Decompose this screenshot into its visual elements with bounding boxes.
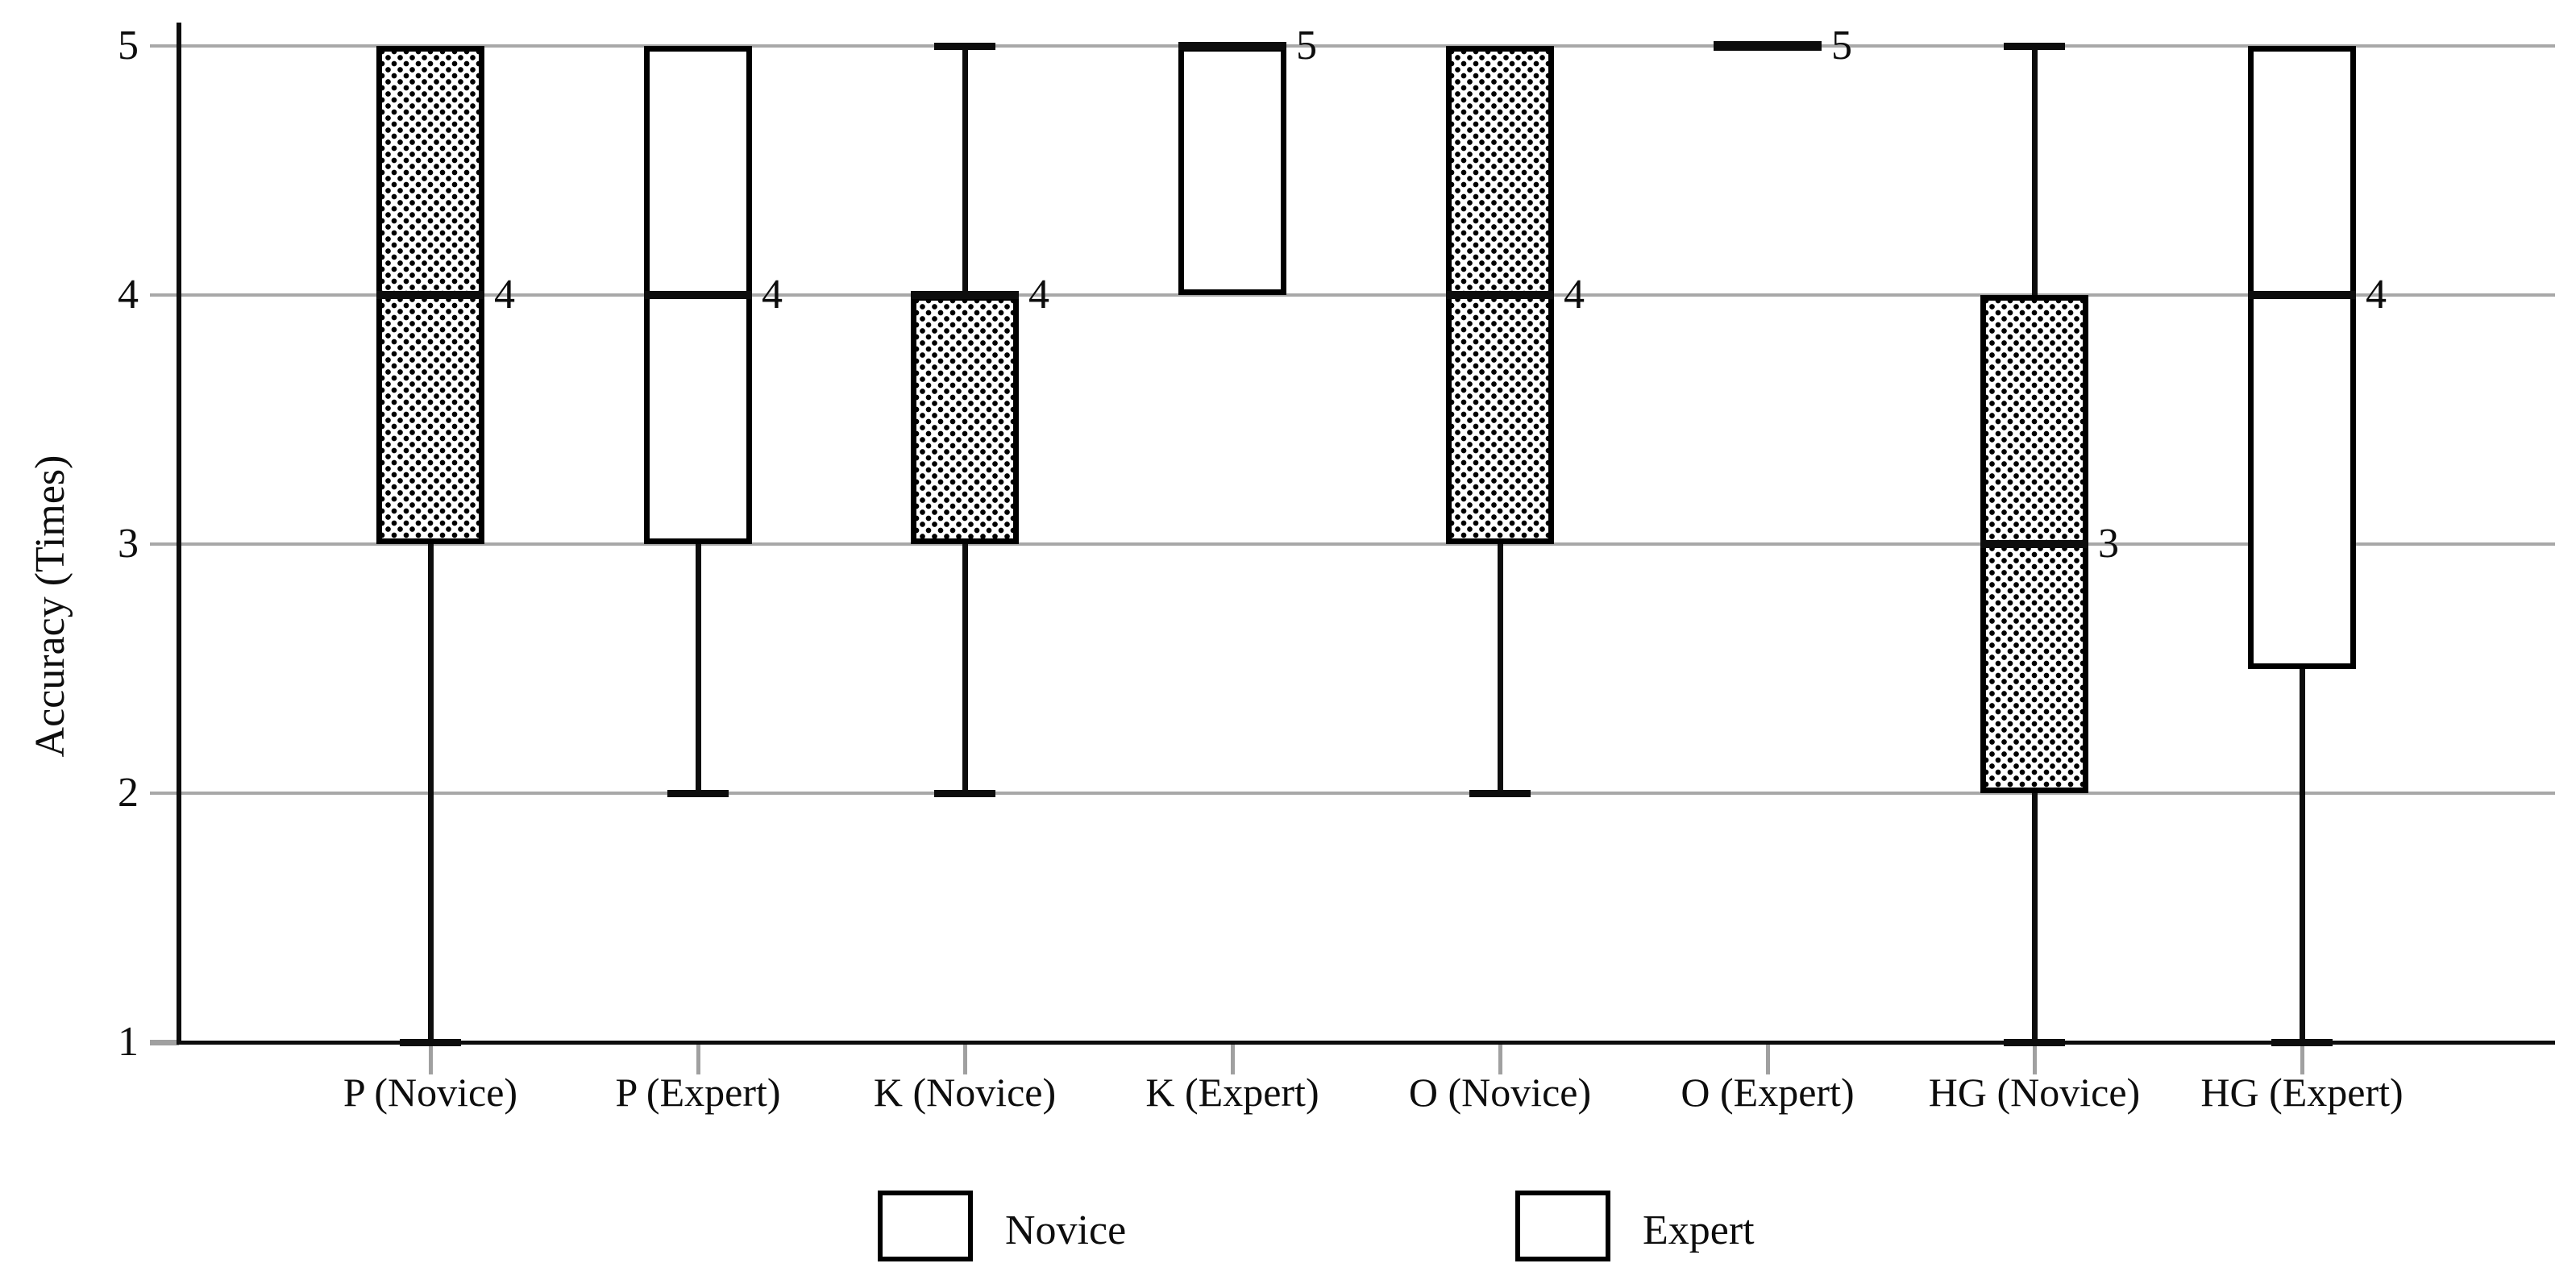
box-median-6 — [1980, 540, 2088, 548]
x-axis-line — [177, 1041, 2555, 1045]
lower-whisker-0 — [428, 544, 434, 1042]
median-value-label-0: 4 — [494, 272, 515, 318]
lower-whisker-cap-7 — [2271, 1039, 2333, 1046]
lower-whisker-cap-2 — [934, 790, 995, 797]
upper-whisker-6 — [2032, 46, 2038, 295]
lower-whisker-6 — [2032, 793, 2038, 1042]
median-value-label-3: 5 — [1296, 23, 1317, 69]
x-tick-0 — [429, 1042, 433, 1074]
median-value-label-5: 5 — [1831, 23, 1852, 69]
legend: Novice Expert — [0, 1191, 2576, 1271]
gridline-3 — [150, 542, 2555, 546]
box-3 — [1178, 46, 1286, 295]
median-value-label-7: 4 — [2366, 272, 2387, 318]
x-tick-4 — [1498, 1042, 1502, 1074]
y-tick-label-4: 4 — [118, 272, 139, 318]
median-value-label-1: 4 — [762, 272, 783, 318]
box-2 — [911, 295, 1019, 544]
category-label-0: P (Novice) — [343, 1070, 518, 1115]
y-axis-title: Accuracy (Times) — [27, 455, 73, 758]
category-label-1: P (Expert) — [615, 1070, 781, 1115]
x-tick-1 — [696, 1042, 700, 1074]
lower-whisker-cap-1 — [667, 790, 729, 797]
lower-whisker-4 — [1498, 544, 1503, 793]
category-label-7: HG (Expert) — [2200, 1070, 2404, 1115]
y-tick-label-3: 3 — [118, 521, 139, 567]
category-label-3: K (Expert) — [1145, 1070, 1319, 1115]
upper-whisker-cap-2 — [934, 43, 995, 50]
y-axis-line — [177, 23, 181, 1045]
lower-whisker-1 — [696, 544, 701, 793]
median-value-label-2: 4 — [1028, 272, 1049, 318]
category-label-6: HG (Novice) — [1928, 1070, 2141, 1115]
x-tick-6 — [2033, 1042, 2037, 1074]
lower-whisker-cap-6 — [2004, 1039, 2065, 1046]
category-label-2: K (Novice) — [873, 1070, 1057, 1115]
box-7 — [2248, 46, 2356, 669]
legend-novice-label: Novice — [1005, 1207, 1127, 1253]
gridline-4 — [150, 293, 2555, 297]
lower-whisker-2 — [962, 544, 968, 793]
box-median-4 — [1446, 291, 1554, 299]
median-value-label-4: 4 — [1564, 272, 1585, 318]
x-tick-5 — [1766, 1042, 1770, 1074]
y-tick-1 — [150, 1040, 179, 1045]
legend-expert-swatch — [1515, 1191, 1610, 1261]
x-tick-3 — [1231, 1042, 1235, 1074]
gridline-2 — [150, 792, 2555, 795]
category-label-4: O (Novice) — [1408, 1070, 1592, 1115]
upper-whisker-cap-6 — [2004, 43, 2065, 50]
box-median-7 — [2248, 291, 2356, 299]
y-tick-label-2: 2 — [118, 770, 139, 816]
lower-whisker-7 — [2300, 669, 2305, 1042]
lower-whisker-cap-0 — [400, 1039, 461, 1046]
x-tick-2 — [963, 1042, 967, 1074]
x-tick-7 — [2300, 1042, 2304, 1074]
box-median-5 — [1714, 41, 1822, 51]
box-median-0 — [376, 291, 484, 299]
box-median-1 — [644, 291, 752, 299]
legend-expert-label: Expert — [1643, 1207, 1755, 1253]
category-label-5: O (Expert) — [1681, 1070, 1855, 1115]
median-value-label-6: 3 — [2098, 521, 2119, 567]
gridline-5 — [150, 44, 2555, 48]
y-tick-label-1: 1 — [118, 1019, 139, 1065]
lower-whisker-cap-4 — [1469, 790, 1531, 797]
legend-novice-swatch — [878, 1191, 973, 1261]
box-median-2 — [911, 291, 1019, 299]
box-median-3 — [1178, 42, 1286, 50]
upper-whisker-2 — [962, 46, 968, 295]
y-tick-label-5: 5 — [118, 23, 139, 69]
